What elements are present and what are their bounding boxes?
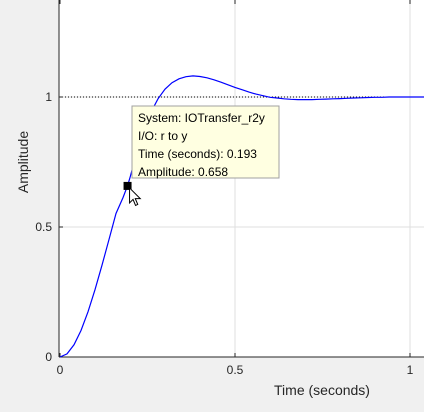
datatip-marker[interactable] [123,181,132,190]
x-axis-title: Time (seconds) [274,382,370,398]
datatip-line: I/O: r to y [138,129,187,143]
step-response-line[interactable] [59,75,424,358]
y-axis-title: Amplitude [15,131,31,193]
y-tick-label: 1 [45,90,52,104]
y-tick-label: 0 [45,350,52,364]
datatip-line: System: IOTransfer_r2y [138,111,265,125]
x-tick-label: 0.5 [227,363,244,377]
datatip-line: Amplitude: 0.658 [138,165,228,179]
datatip-box [131,105,280,179]
datatip[interactable]: System: IOTransfer_r2y I/O: r to y Time (s… [123,105,280,207]
series-layer [59,75,424,358]
axes [58,0,424,358]
x-tick-label: 1 [407,363,414,377]
x-tick-label: 0 [57,363,64,377]
mouse-cursor-icon [129,186,142,207]
tick-labels: 0 0.5 1 0 0.5 1 [35,90,413,377]
datatip-line: Time (seconds): 0.193 [138,147,257,161]
y-tick-label: 0.5 [35,220,52,234]
